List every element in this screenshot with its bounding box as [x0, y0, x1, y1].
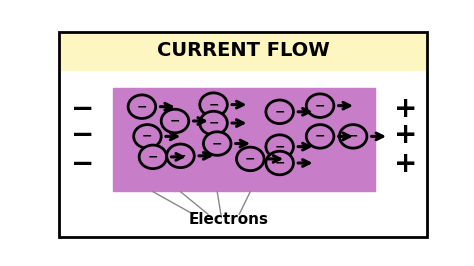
Text: −: − — [245, 152, 255, 165]
Bar — [112, 88, 375, 191]
Text: −: − — [137, 100, 147, 113]
Ellipse shape — [306, 124, 334, 148]
Text: +: + — [394, 95, 417, 123]
Ellipse shape — [139, 145, 167, 169]
Ellipse shape — [266, 135, 293, 158]
Ellipse shape — [339, 124, 367, 148]
Ellipse shape — [266, 151, 293, 175]
Text: CURRENT FLOW: CURRENT FLOW — [156, 41, 329, 60]
Ellipse shape — [306, 94, 334, 117]
Text: −: − — [348, 130, 358, 143]
Text: −: − — [175, 149, 186, 162]
Text: −: − — [142, 130, 153, 143]
Ellipse shape — [237, 147, 264, 171]
Ellipse shape — [128, 95, 155, 118]
Text: +: + — [394, 150, 417, 178]
Text: −: − — [212, 137, 222, 150]
Ellipse shape — [200, 93, 228, 117]
Text: −: − — [274, 156, 285, 169]
Ellipse shape — [161, 109, 189, 133]
Text: Electrons: Electrons — [188, 212, 268, 227]
Text: −: − — [274, 105, 285, 118]
Text: −: − — [315, 130, 325, 143]
Text: +: + — [394, 121, 417, 149]
Bar — [59, 32, 427, 70]
Ellipse shape — [134, 124, 161, 148]
Text: −: − — [71, 121, 94, 149]
Text: −: − — [208, 117, 219, 130]
Ellipse shape — [200, 111, 228, 135]
Ellipse shape — [266, 100, 293, 124]
Text: −: − — [71, 95, 94, 123]
Ellipse shape — [167, 144, 194, 168]
Text: −: − — [148, 150, 158, 163]
Text: −: − — [208, 98, 219, 111]
Ellipse shape — [203, 132, 231, 155]
Text: −: − — [71, 150, 94, 178]
Text: −: − — [170, 115, 180, 127]
Text: −: − — [315, 99, 325, 112]
Text: −: − — [274, 140, 285, 153]
